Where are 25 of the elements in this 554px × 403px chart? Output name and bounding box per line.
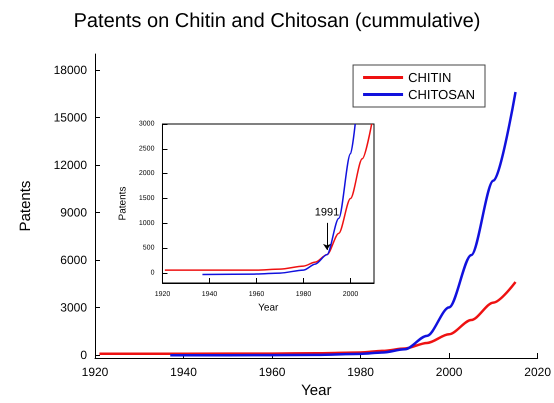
x-tick-label: 1980 [347, 365, 374, 379]
chart-title: Patents on Chitin and Chitosan (cummulative) [74, 10, 480, 32]
line-series [98, 280, 517, 355]
y-tick-label: 12000 [54, 158, 88, 172]
x-tick-label: 1920 [82, 365, 109, 379]
y-axis-title: Patents [17, 180, 34, 232]
x-axis-title: Year [301, 382, 332, 399]
y-tick-label: 0 [80, 348, 88, 362]
y-tick-label: 6000 [60, 252, 88, 267]
annotation: 1991 [314, 206, 340, 218]
x-tick-label: 1940 [170, 365, 198, 379]
y-tick-label: 3000 [60, 300, 88, 314]
y-axis-title: Patents [118, 186, 128, 220]
line-series [164, 123, 372, 271]
x-tick-label: 2020 [524, 365, 552, 379]
y-tick-label: 9000 [60, 205, 88, 220]
legend-label: CHITOSAN [408, 87, 475, 102]
x-tick-label: 2000 [436, 365, 463, 379]
x-axis-title: Year [258, 302, 279, 314]
legend-label: CHITIN [408, 70, 452, 85]
line-series [169, 90, 517, 357]
line-series [202, 123, 356, 276]
y-tick-label: 15000 [54, 110, 88, 124]
x-tick-label: 1960 [258, 365, 286, 379]
y-tick-label: 18000 [54, 62, 88, 77]
